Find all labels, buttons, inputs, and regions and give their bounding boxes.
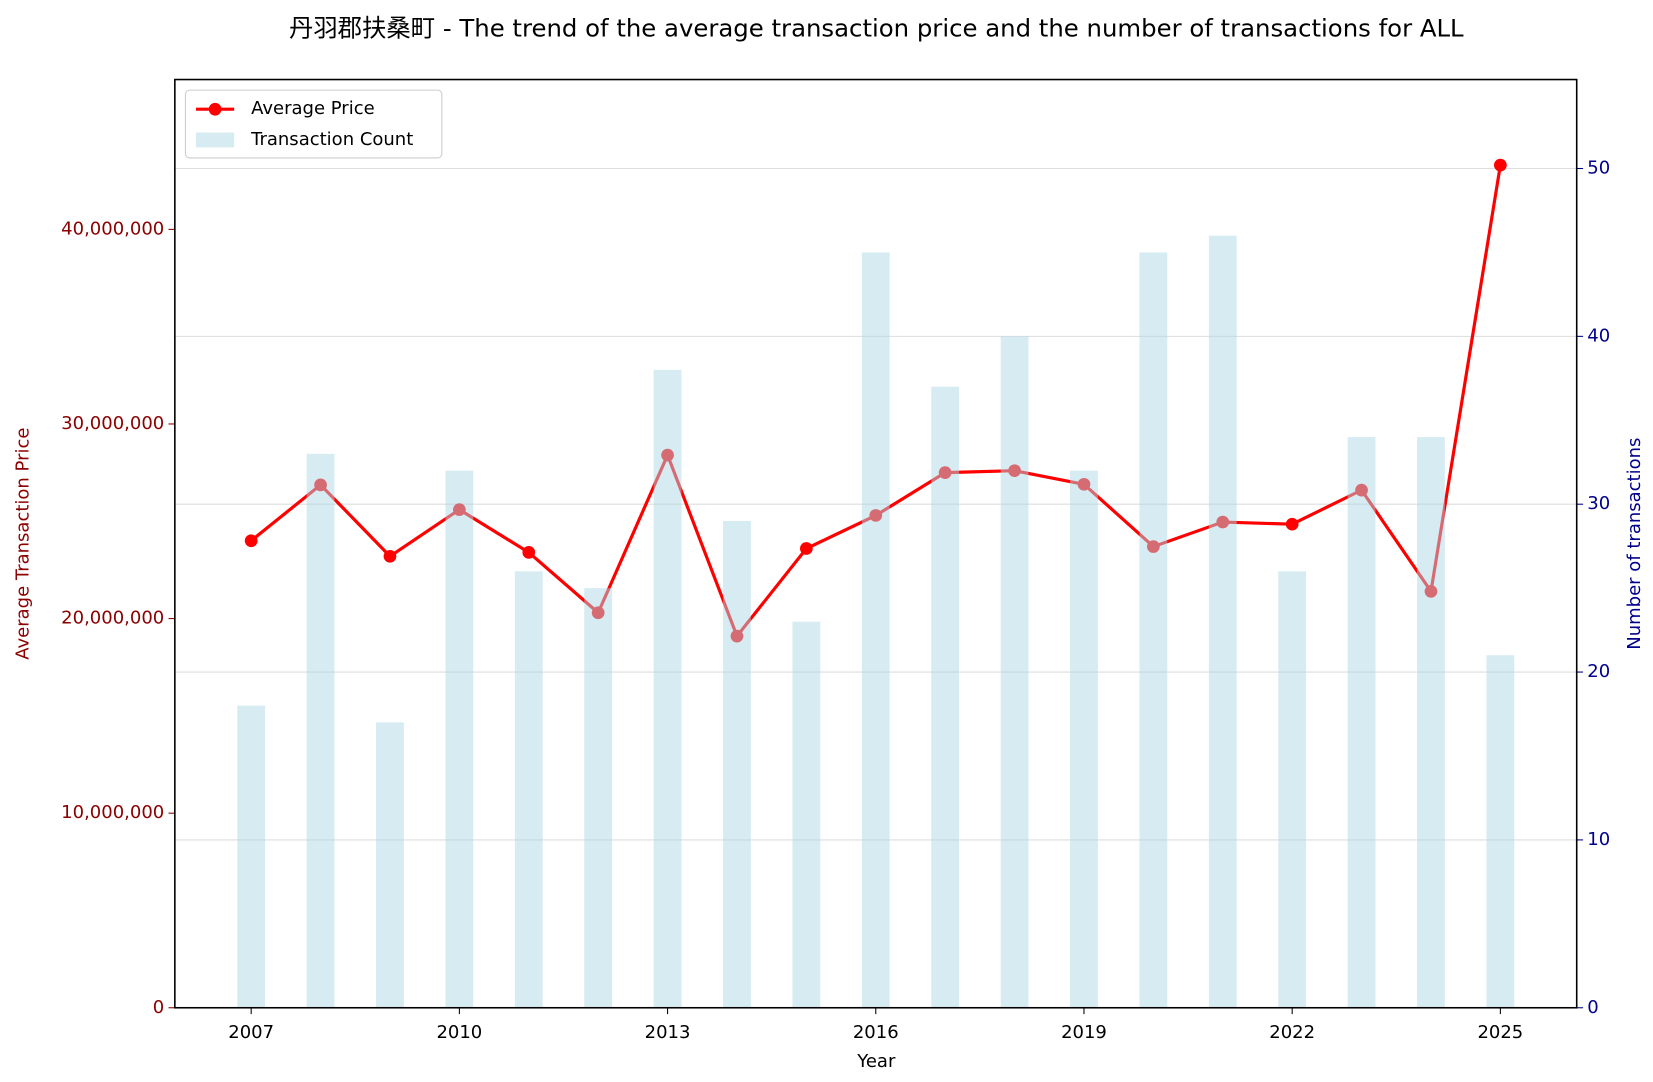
y-tick-label: 40,000,000 [61,218,164,239]
plot-frame [174,78,1578,1009]
price-marker [1285,517,1299,531]
y2-tick-label: 50 [1587,157,1610,178]
x-tick-label: 2007 [228,1022,274,1043]
count-bar [792,621,821,1008]
count-bar [1417,437,1445,1008]
count-bar [1208,235,1237,1008]
count-bar [1000,336,1029,1008]
legend-swatch [196,132,235,148]
price-marker [522,546,536,559]
y-tick-label: 10,000,000 [61,802,164,823]
x-tick-label: 2010 [436,1022,482,1043]
count-bar [861,252,890,1008]
price-marker [383,549,397,563]
y-tick-label: 20,000,000 [61,608,164,629]
price-marker [244,534,258,548]
count-bar [1139,252,1168,1008]
legend-label: Transaction Count [250,129,413,150]
legend: Average Price Transaction Count [184,89,443,159]
y2-tick-label: 0 [1587,997,1598,1018]
price-marker [1494,158,1507,172]
chart-title: 丹羽郡扶桑町 - The trend of the average transa… [289,14,1464,43]
legend-marker [208,102,222,116]
count-bar [1070,470,1098,1008]
count-bar [306,453,335,1008]
y-tick-label: 0 [153,997,164,1018]
x-axis-label: Year [856,1051,896,1072]
count-bar [723,520,751,1008]
x-tick-label: 2013 [645,1022,691,1043]
count-bar [931,386,960,1008]
x-tick-label: 2019 [1061,1022,1107,1043]
x-tick-label: 2022 [1269,1022,1315,1043]
y2-tick-label: 10 [1587,829,1610,850]
count-bar [376,722,404,1008]
count-bar [445,470,474,1008]
count-bar [1278,571,1307,1008]
y2-axis-label: Number of transactions [1624,438,1645,650]
x-tick-label: 2016 [853,1022,899,1043]
count-bar [1486,655,1515,1008]
price-marker [800,542,813,555]
count-bar [1347,437,1376,1008]
x-tick-label: 2025 [1477,1022,1523,1043]
legend-label: Average Price [251,98,375,119]
count-bar [514,571,543,1008]
count-bar [653,369,682,1008]
y2-tick-label: 30 [1587,493,1610,514]
y2-tick-label: 40 [1587,325,1610,346]
count-bar [237,705,266,1008]
y2-tick-label: 20 [1587,661,1610,682]
count-bar [584,588,613,1008]
y-axis-label: Average Transaction Price [12,428,33,660]
legend-box [184,89,443,159]
y-tick-label: 30,000,000 [61,413,164,434]
